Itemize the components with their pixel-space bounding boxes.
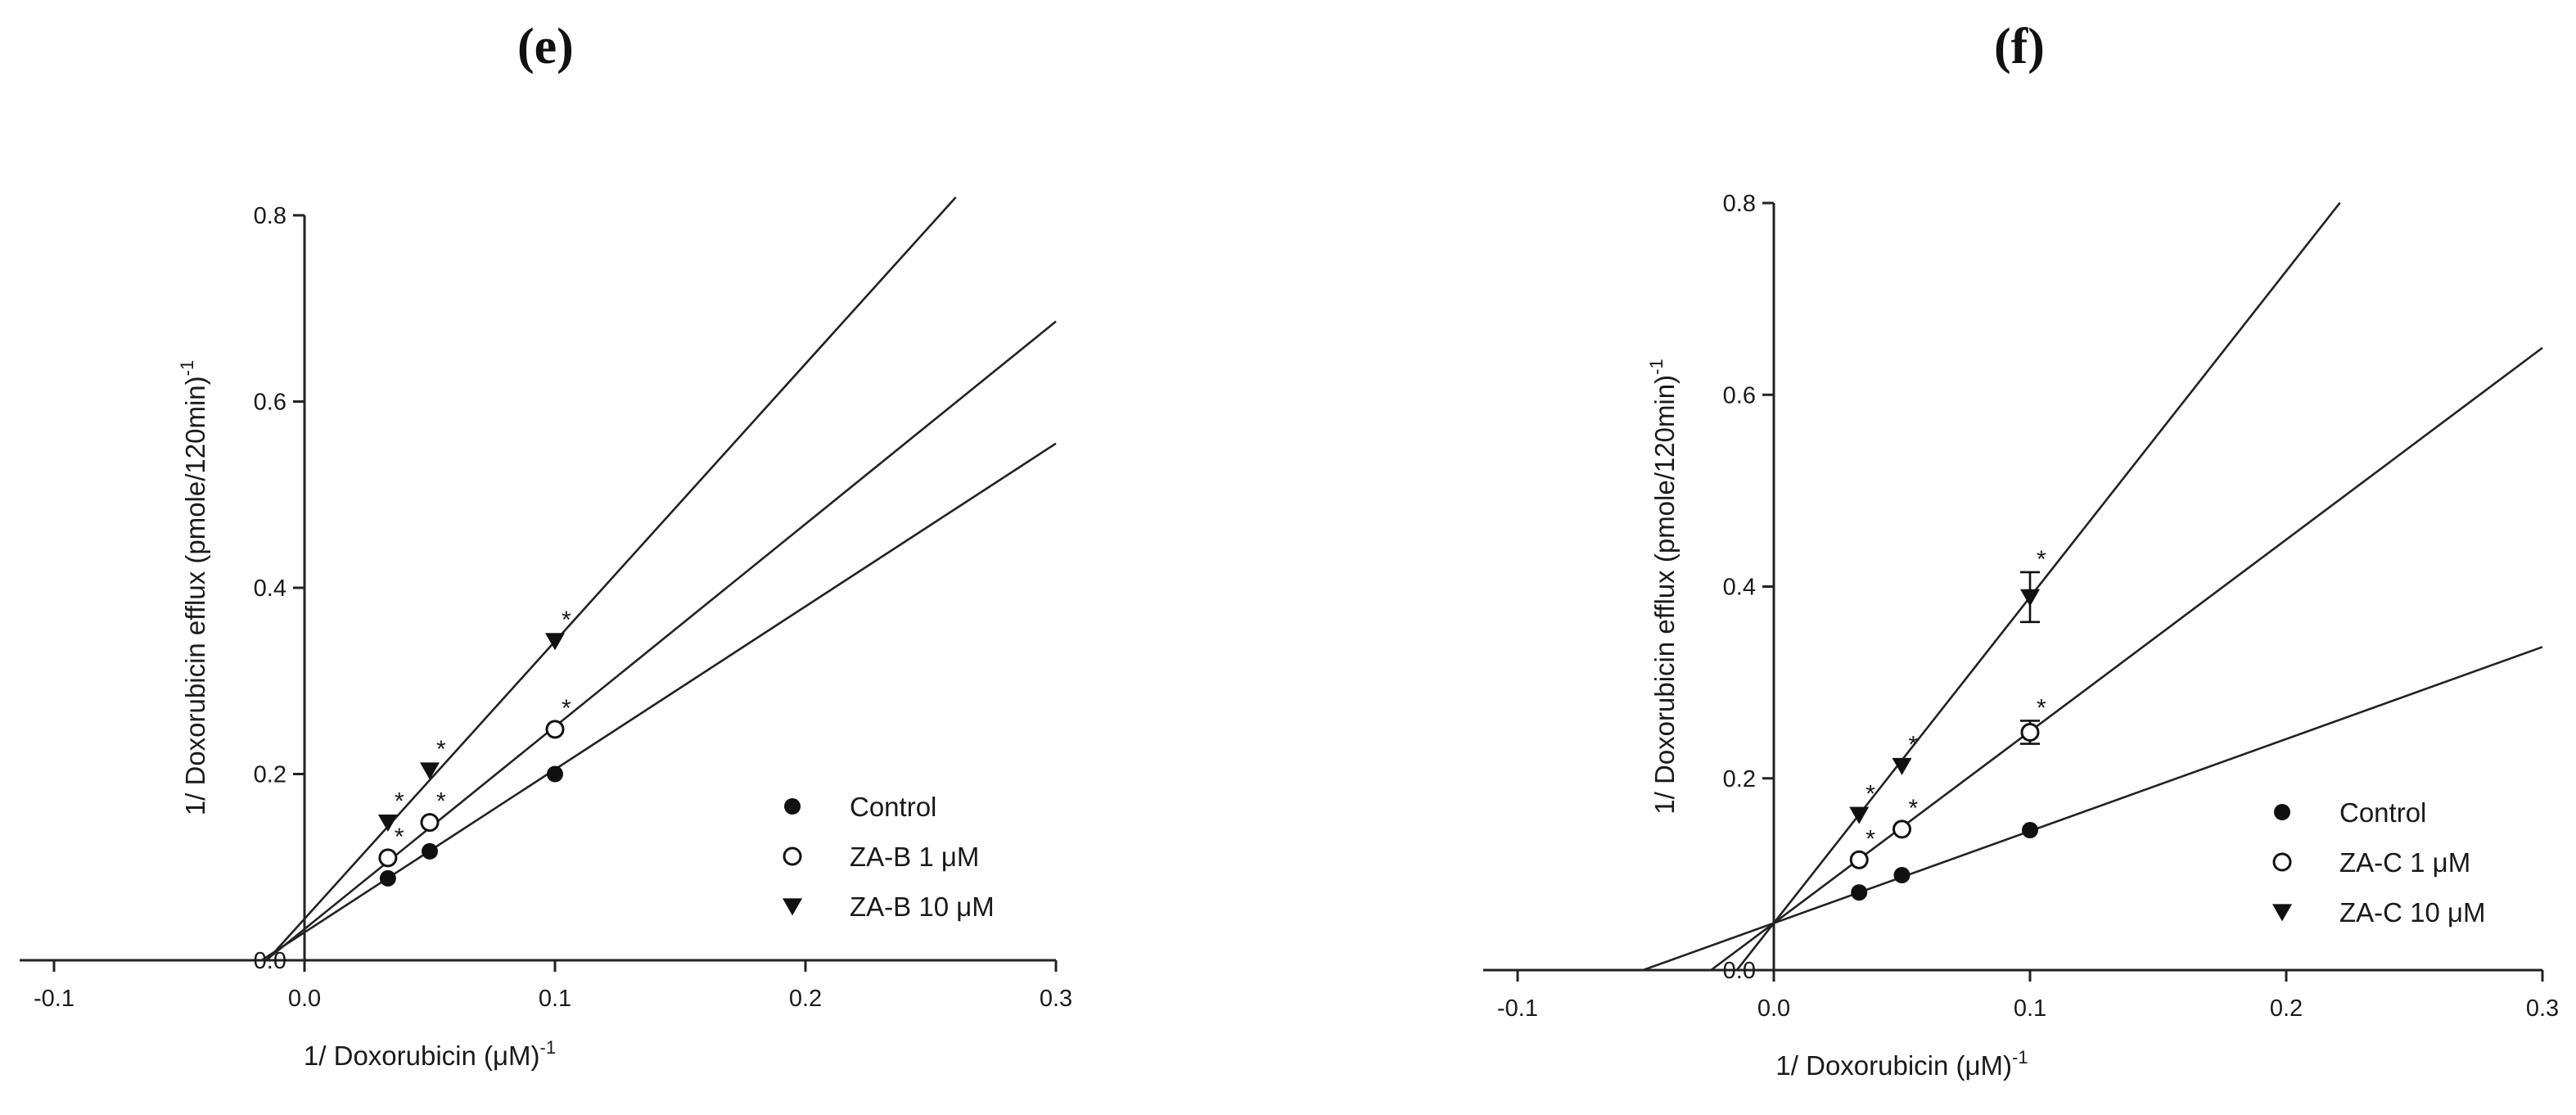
fit-line — [265, 320, 1057, 962]
fit-line — [1735, 201, 2341, 971]
data-point — [1851, 884, 1868, 901]
y-axis-title: 1/ Doxorubicin efflux (pmole/120min)-1 — [1646, 359, 1680, 814]
x-tick-label: 0.3 — [2526, 995, 2559, 1022]
data-point — [547, 765, 563, 783]
significance-star: * — [1865, 780, 1875, 807]
legend-marker — [783, 846, 802, 866]
significance-star: * — [2037, 546, 2046, 573]
significance-star: * — [1865, 825, 1875, 852]
y-tick-label: 0.4 — [1723, 575, 1756, 601]
legend-marker — [2274, 804, 2290, 820]
legend-marker — [784, 798, 801, 815]
legend-label: Control — [850, 792, 936, 822]
significance-star: * — [1909, 795, 1919, 822]
data-point — [420, 762, 440, 780]
significance-star: * — [436, 788, 446, 815]
fit-line — [1642, 646, 2543, 972]
data-point — [1892, 757, 1912, 775]
fit-line — [260, 442, 1057, 962]
x-tick-label: 0.0 — [288, 986, 321, 1012]
x-tick-label: 0.3 — [1040, 986, 1072, 1012]
y-tick-label: 0.6 — [254, 390, 286, 416]
y-tick-label: 0.2 — [254, 762, 286, 788]
data-point — [1849, 806, 1870, 824]
chart-f: -0.1 0.0 0.1 0.2 0.3 0.0 0.2 0.4 0.6 0.8 1/ Doxoru… — [1483, 191, 2559, 1081]
x-tick-label: 0.1 — [539, 986, 571, 1012]
x-axis-title: 1/ Doxorubicin (μM)-1 — [304, 1037, 556, 1071]
significance-star: * — [436, 736, 446, 763]
x-tick-label: 0.2 — [789, 986, 822, 1012]
y-tick-label: 0.0 — [1723, 958, 1756, 984]
legend-label: ZA-C 10 μM — [2339, 897, 2486, 928]
data-point — [2020, 723, 2040, 743]
data-point — [377, 815, 398, 833]
x-tick-label: 0.1 — [2014, 995, 2046, 1022]
x-axis-title: 1/ Doxorubicin (μM)-1 — [1775, 1047, 2028, 1081]
y-axis-title: 1/ Doxorubicin efflux (pmole/120min)-1 — [177, 360, 210, 815]
data-point — [422, 842, 438, 860]
y-tick-label: 0.6 — [1723, 382, 1756, 409]
legend-marker — [783, 898, 802, 916]
significance-star: * — [562, 695, 571, 722]
legend-marker — [2272, 852, 2292, 872]
fit-line — [266, 196, 957, 961]
legend-label: ZA-B 1 μM — [850, 842, 979, 872]
data-point — [545, 720, 565, 739]
data-point — [1893, 819, 1911, 839]
x-tick-label: 0.0 — [1757, 995, 1790, 1022]
legend-marker — [2272, 904, 2292, 922]
x-tick-label: 0.2 — [2270, 995, 2303, 1022]
x-tick-label: -0.1 — [1497, 995, 1538, 1022]
data-point — [1849, 850, 1869, 869]
significance-star: * — [562, 607, 571, 634]
x-tick-label: -0.1 — [34, 986, 74, 1012]
y-tick-label: 0.2 — [1723, 766, 1756, 792]
y-tick-label: 0.0 — [254, 948, 286, 974]
legend: Control ZA-B 1 μM ZA-B 10 μM — [783, 792, 995, 922]
data-point — [2020, 589, 2040, 607]
significance-star: * — [395, 788, 404, 815]
legend-label: ZA-B 10 μM — [850, 892, 995, 922]
panel-label-f: (f) — [1994, 19, 2045, 74]
data-point — [420, 813, 440, 833]
fit-line — [1710, 346, 2543, 972]
legend: Control ZA-C 1 μM ZA-C 10 μM — [2272, 797, 2486, 928]
significance-star: * — [1909, 732, 1919, 759]
data-point — [1893, 867, 1911, 884]
data-point — [2022, 821, 2038, 838]
legend-label: Control — [2339, 797, 2426, 828]
significance-star: * — [395, 824, 404, 851]
chart-e: -0.1 0.0 0.1 0.2 0.3 0.0 0.2 0.4 0.6 0.8 1/ Doxoru… — [20, 196, 1072, 1071]
significance-star: * — [2037, 694, 2046, 721]
y-tick-label: 0.4 — [254, 576, 286, 602]
panel-label-e: (e) — [517, 19, 574, 74]
legend-label: ZA-C 1 μM — [2339, 847, 2470, 878]
data-point — [378, 848, 398, 868]
y-tick-label: 0.8 — [1723, 191, 1756, 217]
data-point — [545, 633, 565, 651]
data-point — [379, 869, 396, 887]
y-tick-label: 0.8 — [254, 203, 286, 229]
